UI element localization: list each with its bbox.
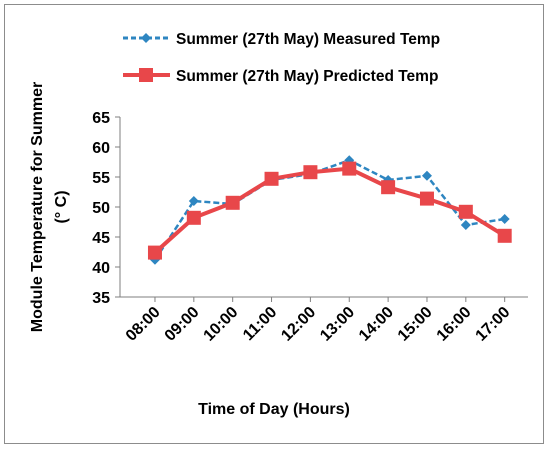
predicted-point: [342, 161, 357, 176]
measured-point: [149, 254, 160, 265]
legend: Summer (27th May) Measured Temp Summer (…: [123, 31, 440, 85]
measured-point: [188, 196, 199, 206]
predicted-point: [225, 195, 240, 210]
legend-item-measured: Summer (27th May) Measured Temp: [123, 31, 440, 48]
x-tick-label: 08:00: [123, 304, 164, 345]
legend-measured-marker: [141, 33, 151, 43]
predicted-point: [497, 228, 512, 243]
predicted-point: [419, 191, 434, 206]
y-tick-label: 65: [92, 110, 110, 127]
chart-frame: [4, 4, 544, 444]
x-tick-label: 09:00: [162, 304, 203, 345]
predicted-line: [153, 166, 506, 255]
x-tick-label: 12:00: [278, 304, 319, 345]
predicted-point: [458, 204, 473, 219]
measured-point: [499, 214, 510, 224]
series-layer: [147, 155, 512, 265]
x-tick-label: 15:00: [395, 304, 436, 345]
predicted-point: [186, 210, 201, 225]
measured-point: [421, 170, 432, 181]
predicted-point: [264, 171, 279, 186]
y-axis-title: Module Temperature for Summer (° C): [29, 82, 70, 332]
legend-predicted-label: Summer (27th May) Predicted Temp: [176, 68, 438, 85]
y-axis-title-line-2: (° C): [53, 190, 70, 223]
measured-line: [153, 158, 505, 261]
legend-measured-label: Summer (27th May) Measured Temp: [176, 31, 440, 48]
y-ticks: 35 40 45 50 55 60 65: [92, 110, 120, 307]
y-tick-label: 40: [92, 260, 110, 277]
x-tick-label: 14:00: [356, 304, 397, 345]
y-axis-title-line-1: Module Temperature for Summer: [29, 82, 46, 332]
x-tick-label: 16:00: [434, 304, 475, 345]
legend-item-predicted: Summer (27th May) Predicted Temp: [123, 68, 438, 85]
legend-predicted-marker: [139, 68, 153, 82]
predicted-point: [303, 165, 318, 180]
measured-point: [460, 220, 471, 230]
x-tick-label: 13:00: [317, 304, 358, 345]
y-tick-label: 35: [92, 290, 110, 307]
x-tick-label: 11:00: [240, 304, 280, 344]
y-tick-label: 60: [92, 140, 110, 157]
y-tick-label: 55: [92, 170, 110, 187]
series-predicted: [147, 161, 512, 260]
x-tick-label: 17:00: [473, 304, 514, 345]
predicted-point: [147, 245, 162, 260]
x-ticks: 08:0009:0010:0011:0012:0013:0014:0015:00…: [123, 297, 514, 345]
x-tick-label: 10:00: [201, 304, 242, 345]
predicted-point: [381, 180, 396, 195]
x-axis-title: Time of Day (Hours): [198, 401, 350, 418]
y-tick-label: 50: [92, 200, 110, 217]
y-tick-label: 45: [92, 230, 110, 247]
